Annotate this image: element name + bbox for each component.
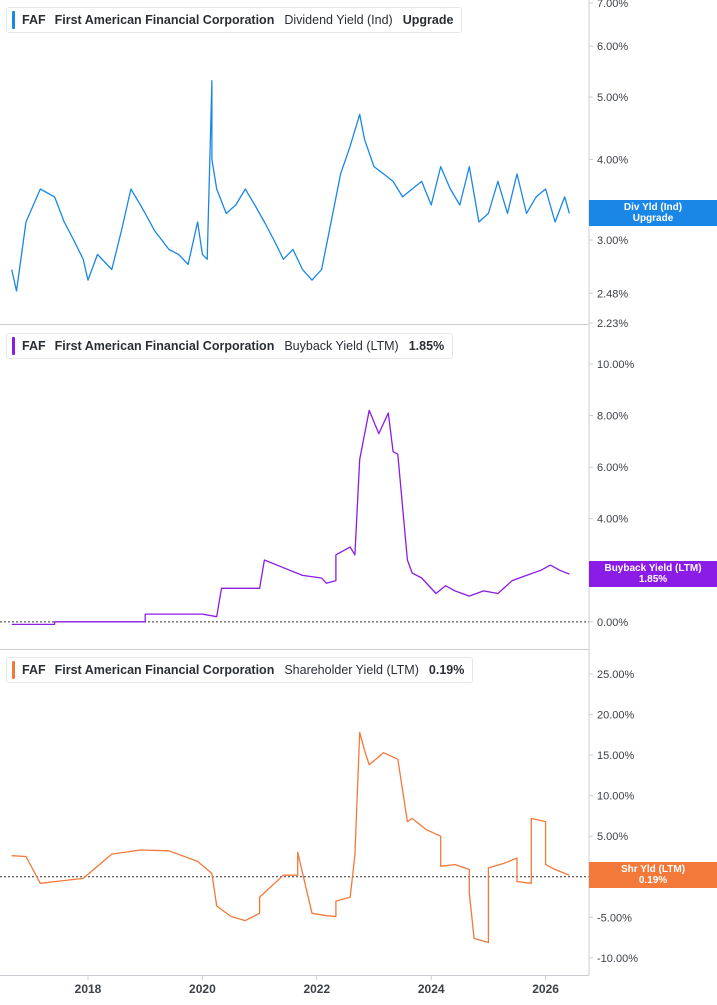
y-tick-label: 15.00% (597, 750, 635, 762)
series-line (11, 731, 570, 944)
y-tick-label: -10.00% (597, 953, 638, 965)
series-line (11, 80, 571, 292)
legend-metric: Shareholder Yield (LTM) (284, 663, 419, 677)
legend-value[interactable]: Upgrade (402, 13, 454, 27)
tag-label: Div Yld (Ind) (623, 202, 683, 214)
legend-buyback-yield[interactable]: FAF First American Financial Corporation… (6, 333, 454, 359)
y-tick-label: 8.00% (597, 411, 628, 423)
series-swatch (12, 661, 15, 679)
x-tick-label: 2020 (189, 982, 216, 996)
series-swatch (12, 11, 15, 29)
y-tick-label: 5.00% (597, 831, 628, 843)
series-layer (11, 80, 571, 944)
y-tick-label: 10.00% (597, 359, 635, 371)
y-tick-label: -5.00% (597, 912, 632, 924)
series-swatch (12, 337, 15, 355)
y-tick-label: 0.00% (597, 617, 628, 629)
series-line (11, 409, 570, 626)
value-tag-dividend: Div Yld (Ind) Upgrade (589, 200, 717, 227)
y-tick-label: 25.00% (597, 669, 635, 681)
tag-value: 0.19% (638, 875, 668, 887)
legend-ticker: FAF (22, 13, 46, 27)
y-tick-label: 3.00% (597, 235, 628, 247)
x-tick-label: 2024 (418, 982, 445, 996)
value-tag-shareholder: Shr Yld (LTM) 0.19% (589, 862, 717, 889)
x-tick-label: 2026 (532, 982, 559, 996)
legend-value: 0.19% (428, 663, 465, 677)
legend-company: First American Financial Corporation (54, 339, 275, 353)
y-tick-label: 7.00% (597, 0, 628, 10)
y-tick-label: 4.00% (597, 155, 628, 167)
y-tick-label: 10.00% (597, 791, 635, 803)
legend-metric: Dividend Yield (Ind) (284, 13, 393, 27)
legend-ticker: FAF (22, 663, 46, 677)
x-tick-label: 2018 (75, 982, 102, 996)
tag-label: Shr Yld (LTM) (620, 864, 686, 876)
legend-ticker: FAF (22, 339, 46, 353)
legend-company: First American Financial Corporation (54, 13, 275, 27)
legend-metric: Buyback Yield (LTM) (284, 339, 399, 353)
y-tick-label: 2.48% (597, 288, 628, 300)
x-tick-label: 2022 (303, 982, 330, 996)
y-tick-label: 20.00% (597, 710, 635, 722)
y-tick-label: 2.23% (597, 318, 628, 330)
tag-value: 1.85% (638, 574, 668, 586)
y-tick-label: 4.00% (597, 514, 628, 526)
legend-dividend-yield[interactable]: FAF First American Financial Corporation… (6, 7, 463, 33)
tag-value: Upgrade (632, 213, 674, 225)
y-tick-label: 6.00% (597, 41, 628, 53)
y-tick-label: 5.00% (597, 92, 628, 104)
axis-layer: 7.00% 6.00% 5.00% 4.00% 3.00% 2.48% 2.23% 10.00… (0, 0, 638, 996)
legend-value: 1.85% (408, 339, 445, 353)
legend-company: First American Financial Corporation (54, 663, 275, 677)
tag-label: Buyback Yield (LTM) (604, 563, 702, 575)
legend-shareholder-yield[interactable]: FAF First American Financial Corporation… (6, 657, 474, 683)
value-tag-buyback: Buyback Yield (LTM) 1.85% (589, 561, 717, 588)
y-tick-label: 6.00% (597, 462, 628, 474)
